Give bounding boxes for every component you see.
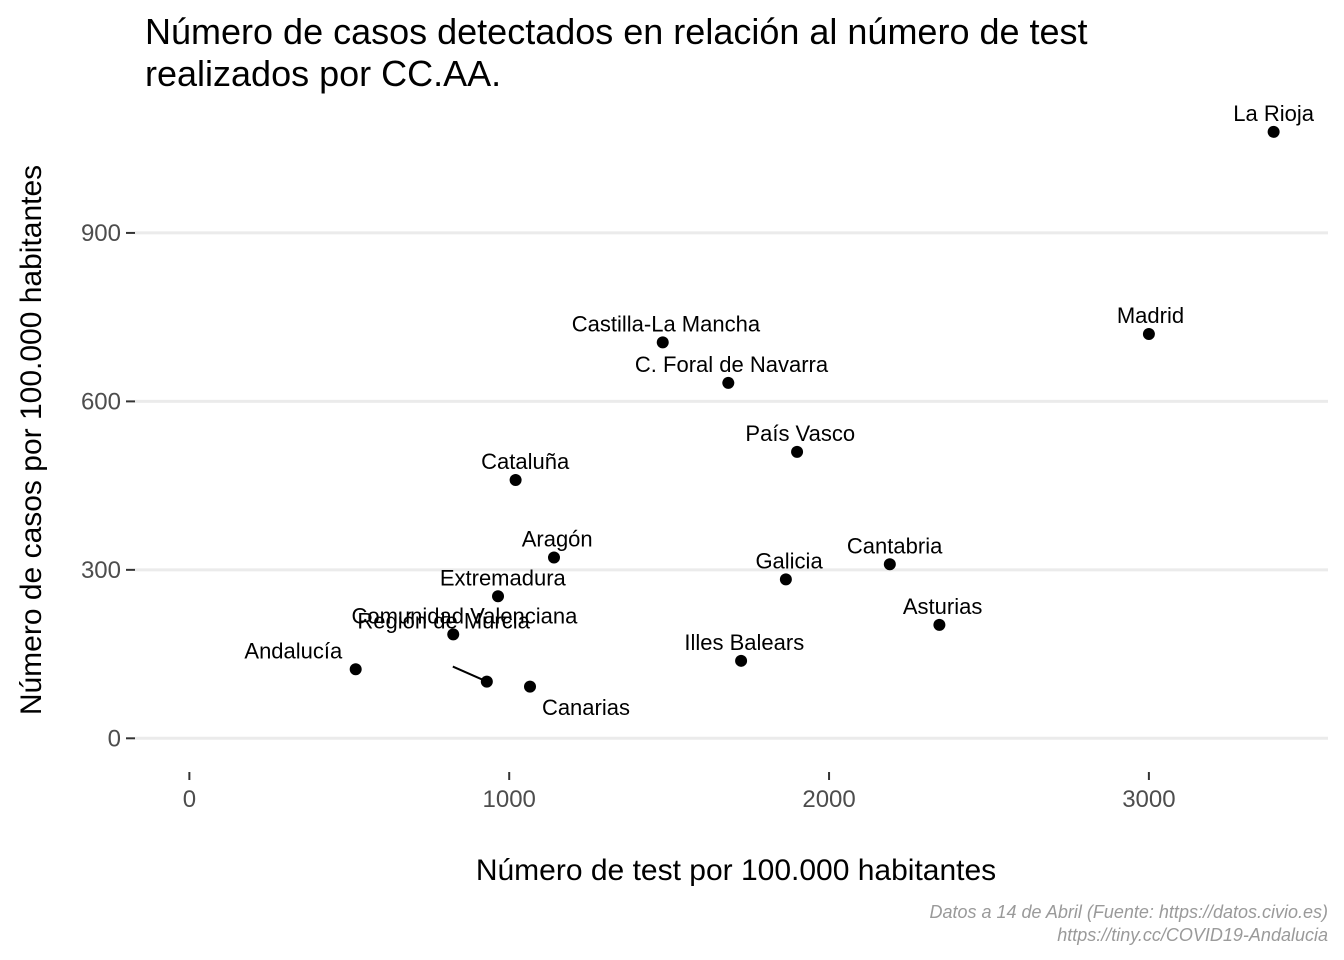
x-axis-title: Número de test por 100.000 habitantes xyxy=(476,854,996,887)
point-label: Castilla-La Mancha xyxy=(572,312,761,337)
data-point xyxy=(722,376,735,389)
data-point xyxy=(524,680,537,693)
y-axis-title: Número de casos por 100.000 habitantes xyxy=(15,165,48,715)
x-tick-label: 2000 xyxy=(802,786,855,813)
x-tick-label: 1000 xyxy=(483,786,536,813)
point-label: Illes Balears xyxy=(684,630,804,655)
data-point xyxy=(447,628,460,641)
data-point xyxy=(883,558,896,571)
data-point xyxy=(656,336,669,349)
point-label: Cataluña xyxy=(481,449,570,474)
data-point xyxy=(492,590,505,603)
point-label: País Vasco xyxy=(745,421,855,446)
data-point xyxy=(509,474,522,486)
chart-title: Número de casos detectados en relación a… xyxy=(145,11,1088,94)
point-label: Andalucía xyxy=(244,638,343,663)
data-point xyxy=(933,618,946,631)
point-label: Asturias xyxy=(903,594,982,619)
leader-line xyxy=(452,665,488,683)
data-point xyxy=(1267,125,1280,138)
point-label: Extremadura xyxy=(440,565,567,590)
x-tick-label: 3000 xyxy=(1122,786,1175,813)
data-point xyxy=(1142,328,1155,340)
x-tick-label: 0 xyxy=(183,786,196,813)
point-label: Aragón xyxy=(522,527,593,552)
data-point xyxy=(547,551,560,564)
caption: Datos a 14 de Abril (Fuente: https://dat… xyxy=(929,902,1328,945)
point-label: Madrid xyxy=(1117,303,1184,328)
chart-title-line-1: Número de casos detectados en relación a… xyxy=(145,11,1088,52)
point-label: C. Foral de Navarra xyxy=(635,352,829,377)
point-label: Galicia xyxy=(755,549,823,574)
point-label: Comunidad Valenciana xyxy=(352,604,579,629)
point-label: Canarias xyxy=(542,695,630,720)
data-point xyxy=(791,445,804,458)
y-tick-label: 600 xyxy=(81,388,121,415)
label-leaders xyxy=(452,665,488,683)
y-tick-label: 300 xyxy=(81,557,121,584)
data-point xyxy=(480,675,493,688)
point-labels: La Rioja Madrid Castilla-La Mancha C. Foral… xyxy=(244,101,1314,720)
caption-line-2: https://tiny.cc/COVID19-Andalucia xyxy=(1057,925,1328,945)
point-label: Cantabria xyxy=(847,533,943,558)
y-tick-label: 0 xyxy=(108,725,121,752)
data-point xyxy=(779,573,792,586)
point-label: La Rioja xyxy=(1233,101,1314,126)
chart-title-line-2: realizados por CC.AA. xyxy=(145,53,501,94)
point-label: Región de Murcia xyxy=(357,609,530,634)
data-points xyxy=(349,125,1280,693)
caption-line-1: Datos a 14 de Abril (Fuente: https://dat… xyxy=(929,902,1328,922)
gridlines xyxy=(135,231,1328,740)
y-tick-label: 900 xyxy=(81,220,121,247)
data-point xyxy=(349,663,362,676)
data-point xyxy=(735,654,748,667)
axis-ticks: 0 300 600 900 0 1000 2000 3000 xyxy=(81,220,1176,813)
